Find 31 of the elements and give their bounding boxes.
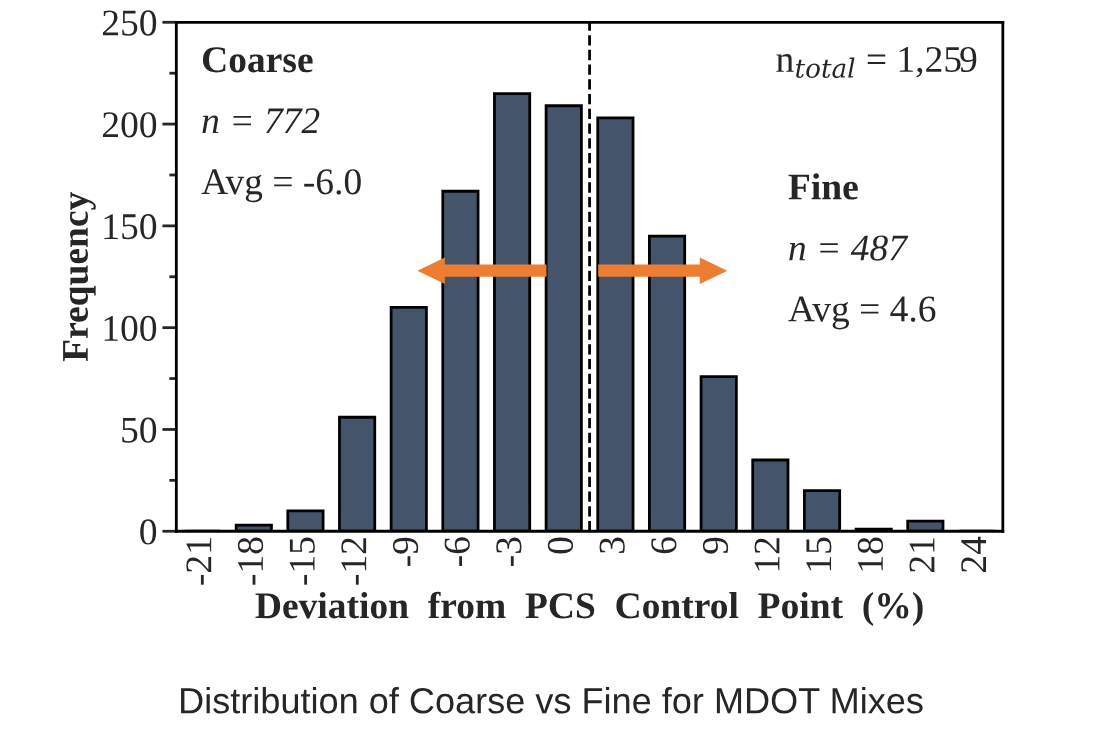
- y-tick-label: 150: [104, 213, 157, 240]
- text: Distribution of Coarse vs Fine for MDOT Mixes: [181, 687, 923, 714]
- x-axis-title: Deviation from PCS Control Point (%): [255, 591, 923, 627]
- annotation: Avg = -6.0: [201, 169, 361, 203]
- y-tick-label: 100: [104, 315, 157, 342]
- x-tick-label: 3: [599, 537, 625, 554]
- x-tick-label: 9: [702, 537, 729, 554]
- x-tick-label: -6: [444, 537, 470, 566]
- y-axis-title: Frequency: [63, 192, 96, 362]
- y-tick-label: 250: [102, 10, 157, 36]
- x-tick-label: 12: [754, 538, 780, 571]
- x-tick-label: 18: [857, 537, 884, 571]
- x-tick-label: 21: [909, 538, 935, 572]
- x-tick-label: 6: [651, 537, 677, 554]
- y-tick-label: 50: [122, 417, 157, 443]
- x-tick-label: -21: [186, 538, 212, 585]
- annotation: n$_{total}$ = 1,259: [776, 46, 977, 78]
- x-tick-label: -3: [496, 537, 522, 566]
- annotation: Coarse: [202, 47, 313, 73]
- annotation: n = 772: [202, 108, 320, 134]
- y-tick-label: 200: [102, 112, 157, 138]
- x-tick-label: -15: [289, 537, 315, 585]
- x-tick-label: -12: [341, 538, 367, 585]
- annotation: Avg = 4.6: [788, 296, 936, 330]
- x-tick-label: -18: [237, 537, 264, 585]
- annotation: Fine: [788, 173, 858, 200]
- x-tick-label: 15: [806, 537, 832, 571]
- x-tick-label: 24: [961, 536, 987, 572]
- x-tick-label: -9: [392, 537, 419, 566]
- annotation: n = 487: [789, 235, 909, 261]
- x-tick-label: 0: [547, 537, 574, 554]
